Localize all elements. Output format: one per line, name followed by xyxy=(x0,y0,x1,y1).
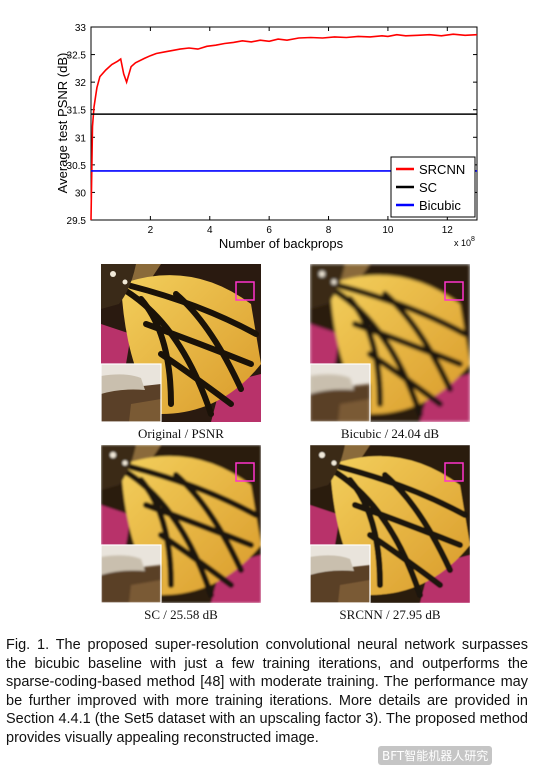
x-tick-label: 10 xyxy=(382,225,394,236)
y-axis-label: Average test PSNR (dB) xyxy=(55,53,70,194)
figure-caption-original: Original / PSNR xyxy=(138,426,224,441)
figure-caption-paragraph: Fig. 1. The proposed super-resolution co… xyxy=(6,637,528,746)
butterfly-image xyxy=(310,264,470,422)
x-tick-label: 6 xyxy=(266,225,272,236)
butterfly-image xyxy=(310,445,470,603)
y-tick-label: 30.5 xyxy=(67,161,87,172)
figure-bicubic xyxy=(310,264,470,422)
watermark: BFT智能机器人研究 xyxy=(378,746,493,765)
figure-caption-bicubic: Bicubic / 24.04 dB xyxy=(340,426,440,441)
butterfly-image xyxy=(101,445,261,603)
axis-ticks xyxy=(91,26,477,221)
figure-caption-srcnn: SRCNN / 27.95 dB xyxy=(339,607,441,622)
figure-sc xyxy=(101,445,261,603)
x-exponent-label: x 108 xyxy=(454,236,475,248)
figure-caption-sc: SC / 25.58 dB xyxy=(144,607,218,622)
legend-label-bicubic: Bicubic xyxy=(419,198,461,213)
x-exponent-power: 8 xyxy=(471,236,475,243)
series-line-srcnn xyxy=(90,33,478,221)
x-tick-label: 8 xyxy=(326,225,332,236)
x-tick-label: 4 xyxy=(207,225,213,236)
legend-label-srcnn: SRCNN xyxy=(419,162,465,177)
y-tick-label: 31 xyxy=(75,133,87,144)
butterfly-image xyxy=(101,264,261,422)
y-tick-labels: 29.5 30 30.5 31 31.5 32 32.5 33 xyxy=(67,23,87,227)
y-tick-label: 30 xyxy=(75,188,87,199)
x-tick-labels: 2 4 6 8 10 12 xyxy=(148,225,454,236)
figure-original xyxy=(101,264,261,422)
legend: SRCNN SC Bicubic xyxy=(390,156,476,218)
y-tick-label: 33 xyxy=(75,23,87,34)
x-exponent-base: x 10 xyxy=(454,238,471,248)
y-tick-label: 29.5 xyxy=(67,216,87,227)
y-tick-label: 32.5 xyxy=(67,51,87,62)
x-tick-label: 12 xyxy=(442,225,454,236)
psnr-line-chart: 29.5 30 30.5 31 31.5 32 32.5 33 2 4 6 8 10 12 Averag… xyxy=(55,23,478,251)
x-axis-label: Number of backprops xyxy=(219,236,344,251)
legend-label-sc: SC xyxy=(419,180,437,195)
x-tick-label: 2 xyxy=(148,225,154,236)
figure-srcnn xyxy=(310,445,470,603)
y-tick-label: 32 xyxy=(75,78,87,89)
y-tick-label: 31.5 xyxy=(67,106,87,117)
